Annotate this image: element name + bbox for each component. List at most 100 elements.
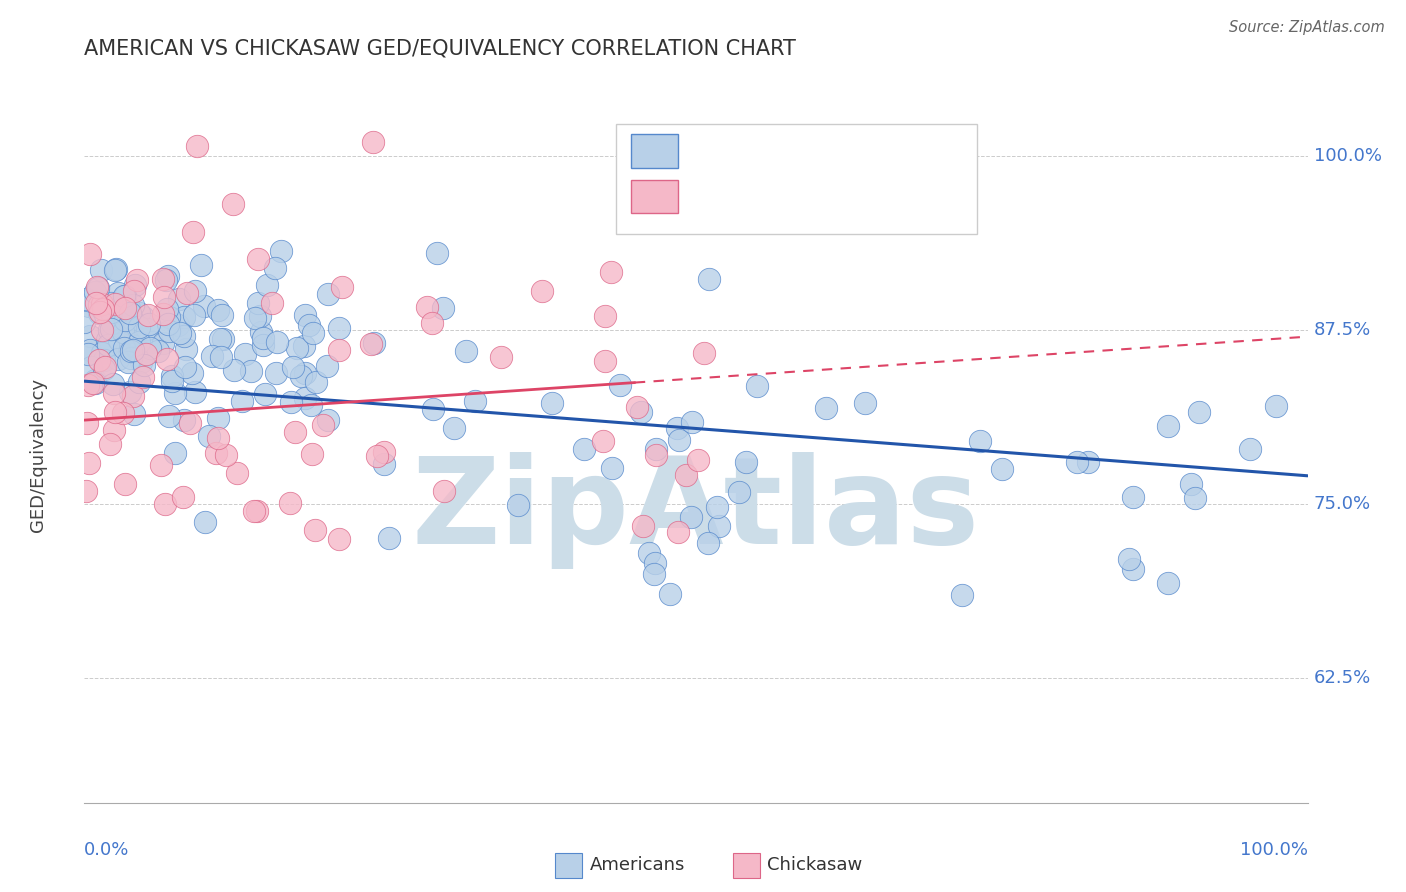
Point [600, 265, 623, 279]
Point [122, 338, 145, 352]
Point [366, 449, 388, 463]
Point [136, 309, 159, 323]
Point [174, 343, 197, 357]
Point [305, 376, 328, 390]
Point [118, 385, 141, 400]
Point [696, 535, 718, 549]
Point [266, 335, 288, 350]
Point [252, 338, 274, 352]
Point [117, 345, 139, 359]
Point [169, 326, 191, 340]
Point [108, 303, 131, 318]
Point [90, 323, 112, 337]
Point [593, 354, 616, 368]
Point [1157, 419, 1180, 434]
Point [128, 319, 150, 334]
Point [638, 546, 661, 560]
Point [107, 333, 129, 347]
Point [79, 456, 101, 470]
Point [249, 309, 271, 323]
Point [278, 496, 301, 510]
Point [207, 303, 229, 318]
Point [167, 292, 190, 306]
Point [107, 285, 129, 300]
Point [152, 271, 174, 285]
Point [645, 448, 668, 462]
Point [302, 326, 325, 340]
Point [135, 346, 157, 360]
Point [186, 139, 208, 153]
Point [330, 280, 353, 294]
Point [121, 389, 143, 403]
Text: 75.0%: 75.0% [1313, 495, 1371, 513]
Point [132, 369, 155, 384]
Point [156, 269, 179, 284]
Point [1180, 477, 1202, 491]
Point [294, 391, 316, 405]
Point [183, 309, 205, 323]
Point [98, 323, 121, 337]
Point [198, 429, 221, 443]
Text: R =: R = [690, 141, 731, 161]
Point [76, 416, 98, 430]
Point [950, 588, 973, 602]
Point [173, 310, 195, 324]
Point [316, 286, 339, 301]
Point [531, 284, 554, 298]
Point [243, 504, 266, 518]
Text: Americans: Americans [589, 856, 685, 874]
Point [184, 384, 207, 399]
Point [666, 524, 689, 539]
Point [114, 289, 136, 303]
Point [101, 316, 124, 330]
Point [160, 375, 183, 389]
Point [120, 351, 142, 366]
Point [98, 437, 121, 451]
Point [630, 405, 652, 419]
Point [173, 329, 195, 343]
Point [1066, 455, 1088, 469]
Point [294, 339, 316, 353]
Point [117, 355, 139, 369]
Point [128, 335, 150, 350]
Point [745, 379, 768, 393]
Text: 0.0%: 0.0% [84, 841, 129, 859]
Point [668, 433, 690, 447]
Point [176, 285, 198, 300]
Point [373, 457, 395, 471]
Point [574, 442, 596, 457]
Point [633, 519, 655, 533]
Point [363, 335, 385, 350]
Point [155, 497, 177, 511]
Point [643, 567, 665, 582]
Point [443, 421, 465, 435]
Point [644, 556, 666, 570]
Text: AMERICAN VS CHICKASAW GED/EQUIVALENCY CORRELATION CHART: AMERICAN VS CHICKASAW GED/EQUIVALENCY CO… [84, 38, 796, 58]
Point [165, 386, 187, 401]
FancyBboxPatch shape [733, 853, 759, 878]
FancyBboxPatch shape [616, 124, 977, 235]
Point [166, 318, 188, 333]
Point [294, 366, 316, 380]
Point [422, 401, 444, 416]
Point [644, 442, 666, 456]
Point [100, 322, 122, 336]
Point [433, 483, 456, 498]
Point [284, 425, 307, 440]
Point [152, 307, 174, 321]
Point [316, 413, 339, 427]
Point [104, 296, 127, 310]
Point [120, 344, 142, 359]
Point [117, 325, 139, 339]
Point [426, 246, 449, 260]
Point [991, 462, 1014, 476]
Point [141, 334, 163, 349]
Point [160, 369, 183, 384]
Point [79, 299, 101, 313]
Point [600, 460, 623, 475]
Point [112, 326, 135, 340]
Point [87, 306, 110, 320]
Point [152, 336, 174, 351]
Point [378, 531, 401, 545]
Point [361, 135, 384, 149]
